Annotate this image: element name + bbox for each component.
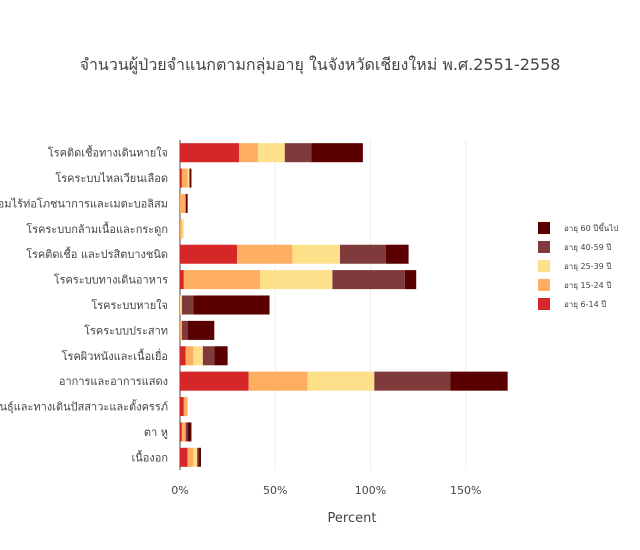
bar-segment[interactable] xyxy=(183,397,188,417)
category-label: อาการและอาการแสดง xyxy=(59,375,168,388)
bar-segment[interactable] xyxy=(180,295,182,315)
legend-swatch[interactable] xyxy=(538,279,550,291)
category-label: โรคระบบประสาท xyxy=(84,323,168,337)
category-label: โรคระบบกล้ามเนื้อและกระดูก xyxy=(26,221,168,236)
x-tick-label: 50% xyxy=(263,484,287,497)
category-label: โรคติดเชื้อทางเดินหายใจ xyxy=(48,145,168,160)
legend-label[interactable]: อายุ 6-14 ปี xyxy=(564,300,606,309)
category-label: เนื้องอก xyxy=(131,449,168,464)
category-label: โรคติดเชื้อ และปรสิตบางชนิด xyxy=(26,246,168,261)
legend-swatch[interactable] xyxy=(538,222,550,234)
category-labels: โรคติดเชื้อทางเดินหายใจโรคระบบไหลเวียนเล… xyxy=(0,145,168,465)
bar-segment[interactable] xyxy=(189,168,192,188)
legend-label[interactable]: อายุ 25-39 ปี xyxy=(564,262,611,271)
category-label: โรคระบบสืบพันธุ์และทางเดินปัสสาวะและตั้ง… xyxy=(0,399,168,414)
category-label: โรคระบบหายใจ xyxy=(91,298,168,312)
bar-segment[interactable] xyxy=(181,320,188,340)
bar-segment[interactable] xyxy=(374,371,451,391)
x-axis-title: Percent xyxy=(328,511,377,526)
bar-segment[interactable] xyxy=(214,346,228,366)
legend-label[interactable]: อายุ 15-24 ปี xyxy=(564,281,611,290)
bar-segment[interactable] xyxy=(193,447,198,467)
category-label: โรคต่อมไร้ท่อโภชนาการและเมตะบอลิสม xyxy=(0,196,168,210)
bar-segment[interactable] xyxy=(311,143,363,163)
bars xyxy=(180,143,508,467)
bar-segment[interactable] xyxy=(185,346,194,366)
bar-segment[interactable] xyxy=(180,447,188,467)
bar-segment[interactable] xyxy=(260,270,333,290)
x-tick-label: 150% xyxy=(450,484,481,497)
legend-swatch[interactable] xyxy=(538,260,550,272)
bar-segment[interactable] xyxy=(193,346,203,366)
chart-title: จำนวนผู้ป่วยจำแนกตามกลุ่มอายุ ในจังหวัดเ… xyxy=(80,55,561,75)
bar-segment[interactable] xyxy=(237,244,293,264)
x-tick-labels: 0% 50% 100% 150% xyxy=(171,484,481,497)
bar-segment[interactable] xyxy=(180,193,186,213)
bar-segment[interactable] xyxy=(185,422,188,442)
bar-segment[interactable] xyxy=(181,422,186,442)
bar-segment[interactable] xyxy=(193,295,270,315)
bar-segment[interactable] xyxy=(180,371,249,391)
bar-segment[interactable] xyxy=(197,447,200,467)
x-tick-label: 0% xyxy=(171,484,188,497)
bar-segment[interactable] xyxy=(202,346,215,366)
bar-segment[interactable] xyxy=(239,143,259,163)
bar-segment[interactable] xyxy=(180,244,238,264)
bar-segment[interactable] xyxy=(199,447,201,467)
bar-segment[interactable] xyxy=(187,168,190,188)
x-tick-label: 100% xyxy=(355,484,386,497)
bar-segment[interactable] xyxy=(248,371,308,391)
bar-segment[interactable] xyxy=(180,422,182,442)
bar-segment[interactable] xyxy=(180,270,184,290)
bar-segment[interactable] xyxy=(183,270,261,290)
bar-segment[interactable] xyxy=(284,143,312,163)
bar-segment[interactable] xyxy=(187,320,215,340)
bar-segment[interactable] xyxy=(332,270,405,290)
category-label: โรคระบบไหลเวียนเลือด xyxy=(55,171,168,185)
bar-segment[interactable] xyxy=(258,143,285,163)
legend-label[interactable]: อายุ 60 ปีขึ้นไป xyxy=(564,222,618,233)
bar-segment[interactable] xyxy=(180,397,184,417)
legend-swatch[interactable] xyxy=(538,298,550,310)
bar-segment[interactable] xyxy=(292,244,341,264)
bar-segment[interactable] xyxy=(181,295,194,315)
bar-segment[interactable] xyxy=(185,193,188,213)
bar-segment[interactable] xyxy=(385,244,409,264)
bar-segment[interactable] xyxy=(180,346,186,366)
bar-segment[interactable] xyxy=(450,371,508,391)
bar-segment[interactable] xyxy=(181,168,188,188)
legend-swatch[interactable] xyxy=(538,241,550,253)
category-label: ตา หู xyxy=(144,426,168,439)
bar-segment[interactable] xyxy=(181,219,184,239)
bar-segment[interactable] xyxy=(404,270,417,290)
category-label: โรคระบบทางเดินอาหาร xyxy=(54,273,168,287)
bar-segment[interactable] xyxy=(180,320,182,340)
legend-label[interactable]: อายุ 40-59 ปี xyxy=(564,243,611,252)
bar-segment[interactable] xyxy=(180,143,240,163)
bar-segment[interactable] xyxy=(180,168,182,188)
bar-segment[interactable] xyxy=(307,371,375,391)
bar-segment[interactable] xyxy=(187,422,192,442)
bar-segment[interactable] xyxy=(180,219,182,239)
bar-segment[interactable] xyxy=(340,244,386,264)
bar-segment[interactable] xyxy=(187,447,194,467)
category-label: โรคผิวหนังและเนื้อเยื่อ xyxy=(62,348,168,363)
